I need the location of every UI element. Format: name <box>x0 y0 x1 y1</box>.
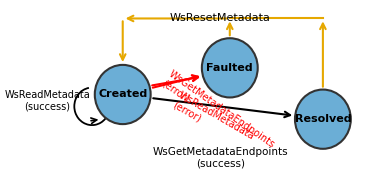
Text: WsReadMetadata
(error): WsReadMetadata (error) <box>170 90 256 152</box>
Text: WsGetMetadataEndpoints
(error): WsGetMetadataEndpoints (error) <box>160 69 277 159</box>
Circle shape <box>95 65 151 124</box>
Text: WsGetMetadataEndpoints
(success): WsGetMetadataEndpoints (success) <box>153 147 288 168</box>
Circle shape <box>295 89 351 149</box>
Text: WsResetMetadata: WsResetMetadata <box>170 13 271 23</box>
Text: Resolved: Resolved <box>295 114 351 124</box>
Text: Created: Created <box>98 89 147 100</box>
Text: WsReadMetadata
(success): WsReadMetadata (success) <box>4 89 90 111</box>
Circle shape <box>202 38 258 98</box>
Text: Faulted: Faulted <box>206 63 253 73</box>
